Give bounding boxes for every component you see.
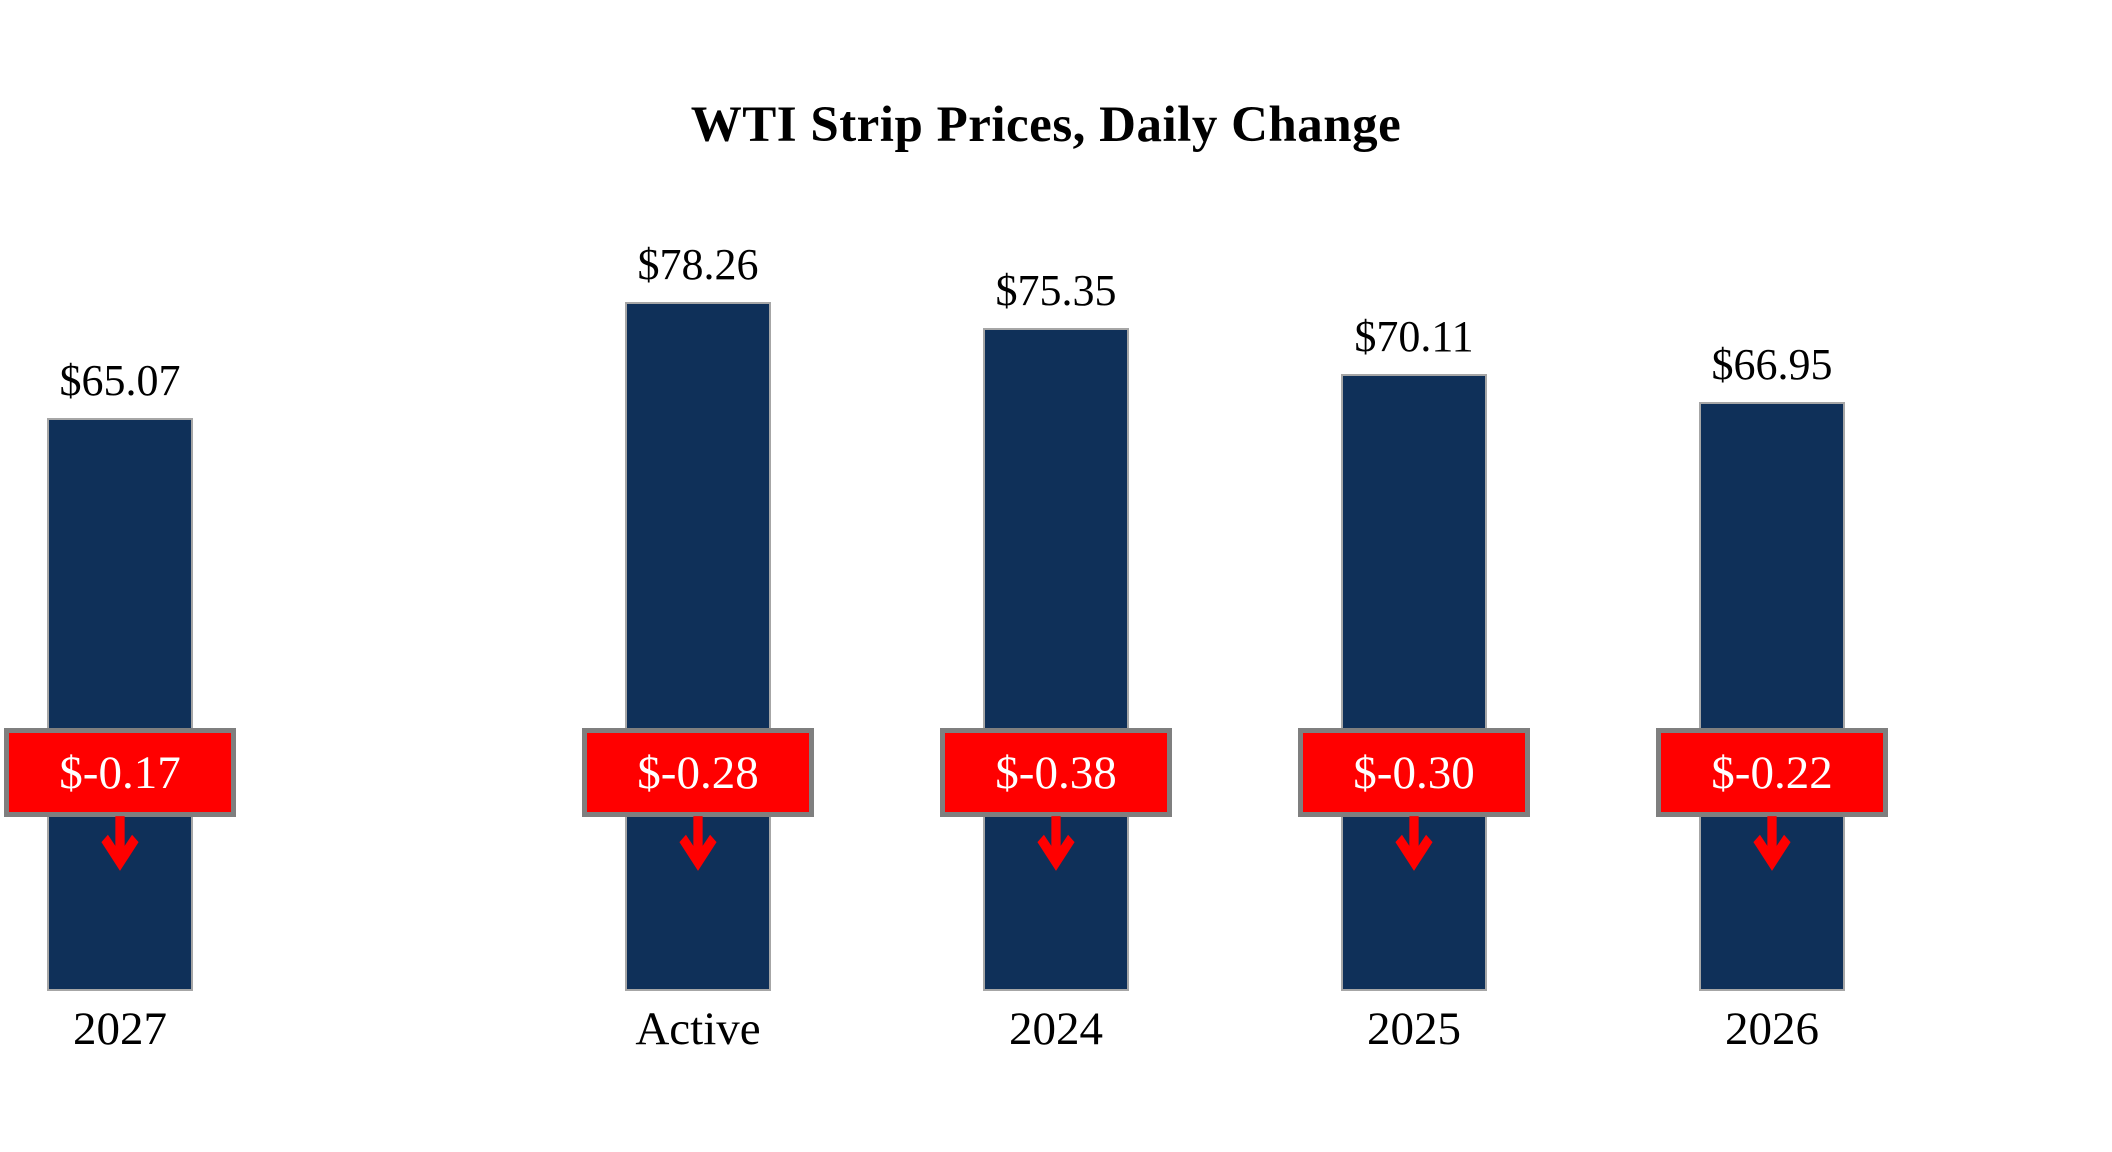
down-arrow-icon [1753,816,1791,871]
bar-column-2024: $75.35 $-0.38 2024 [936,0,1176,1152]
bar-value-label: $65.07 [59,356,181,405]
category-label: 2024 [1009,1003,1103,1055]
bar-column-2027: $65.07 $-0.17 2027 [0,0,240,1152]
daily-change-badge: $-0.17 [4,728,236,817]
daily-change-value: $-0.22 [1711,746,1833,799]
daily-change-badge: $-0.30 [1298,728,1530,817]
down-arrow-icon [101,816,139,871]
price-bar [1341,374,1487,991]
daily-change-value: $-0.30 [1353,746,1475,799]
bar-value-label: $75.35 [995,266,1117,315]
bar-column-2025: $70.11 $-0.30 2025 [1294,0,1534,1152]
category-label: 2026 [1725,1003,1819,1055]
bar-value-label: $78.26 [637,240,759,289]
price-bar [625,302,771,991]
daily-change-value: $-0.28 [637,746,759,799]
price-bar [983,328,1129,991]
daily-change-value: $-0.38 [995,746,1117,799]
bar-column-2026: $66.95 $-0.22 2026 [1652,0,1892,1152]
price-bar [1699,402,1845,991]
bar-value-label: $70.11 [1354,312,1474,361]
chart-title: WTI Strip Prices, Daily Change [690,97,1402,153]
category-label: 2025 [1367,1003,1461,1055]
daily-change-badge: $-0.38 [940,728,1172,817]
down-arrow-icon [1037,816,1075,871]
daily-change-badge: $-0.28 [582,728,814,817]
down-arrow-icon [1395,816,1433,871]
bar-value-label: $66.95 [1711,340,1833,389]
daily-change-value: $-0.17 [59,746,181,799]
bar-column-active: $78.26 $-0.28 Active [578,0,818,1152]
category-label: 2027 [73,1003,167,1055]
down-arrow-icon [679,816,717,871]
price-bar [47,418,193,991]
category-label: Active [635,1003,761,1055]
daily-change-badge: $-0.22 [1656,728,1888,817]
